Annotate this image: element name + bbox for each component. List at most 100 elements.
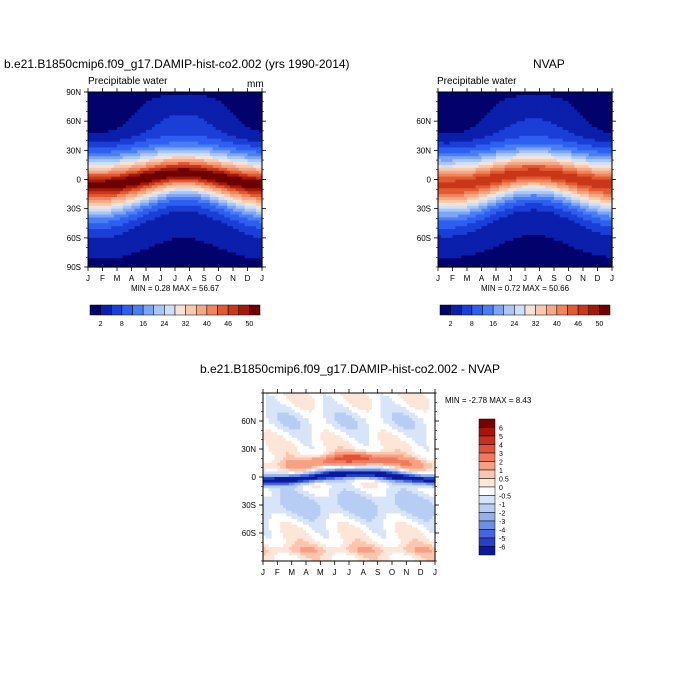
heatmap-cell	[108, 246, 112, 251]
heatmap-cell	[183, 220, 188, 224]
heatmap-cell	[111, 211, 115, 216]
heatmap-cell	[169, 170, 173, 175]
heatmap-cell	[117, 109, 121, 114]
heatmap-cell	[93, 135, 98, 140]
heatmap-cell	[440, 237, 445, 242]
heatmap-cell	[201, 176, 205, 181]
heatmap-cell	[111, 179, 115, 184]
heatmap-cell	[195, 252, 199, 256]
heatmap-cell	[467, 115, 471, 119]
heatmap-cell	[105, 191, 109, 195]
heatmap-cell	[247, 194, 251, 198]
heatmap-cell	[227, 185, 231, 189]
heatmap-cell	[180, 202, 185, 207]
heatmap-cell	[195, 127, 199, 131]
heatmap-cell	[143, 246, 147, 251]
heatmap-cell	[183, 202, 188, 207]
heatmap-cell	[195, 214, 199, 219]
heatmap-cell	[111, 127, 115, 131]
heatmap-cell	[96, 147, 101, 151]
heatmap-cell	[186, 167, 191, 172]
heatmap-cell	[131, 229, 135, 233]
heatmap-cell	[122, 109, 127, 114]
heatmap-cell	[244, 220, 249, 224]
heatmap-cell	[230, 141, 234, 146]
heatmap-cell	[140, 129, 144, 134]
heatmap-cell	[458, 112, 462, 116]
heatmap-cell	[102, 132, 106, 137]
heatmap-cell	[90, 188, 95, 192]
heatmap-cell	[438, 153, 442, 157]
heatmap-cell	[119, 202, 124, 207]
heatmap-cell	[131, 223, 135, 227]
heatmap-cell	[469, 150, 474, 154]
heatmap-cell	[467, 234, 471, 239]
heatmap-cell	[215, 202, 220, 207]
heatmap-cell	[221, 97, 225, 102]
heatmap-cell	[235, 162, 240, 166]
heatmap-cell	[206, 208, 211, 213]
heatmap-cell	[247, 144, 251, 149]
heatmap-cell	[221, 246, 225, 251]
heatmap-cell	[90, 197, 95, 201]
heatmap-cell	[244, 188, 249, 192]
heatmap-cell	[96, 211, 101, 216]
heatmap-cell	[472, 121, 477, 125]
heatmap-cell	[458, 100, 462, 105]
heatmap-cell	[212, 197, 217, 201]
heatmap-cell	[233, 115, 237, 119]
heatmap-cell	[93, 191, 98, 195]
heatmap-cell	[233, 237, 237, 242]
heatmap-cell	[218, 194, 222, 198]
heatmap-cell	[172, 249, 176, 254]
heatmap-cell	[114, 141, 118, 146]
heatmap-cell	[241, 185, 246, 189]
heatmap-cell	[230, 100, 234, 105]
heatmap-cell	[475, 205, 480, 210]
heatmap-cell	[137, 100, 141, 105]
heatmap-cell	[440, 255, 445, 259]
heatmap-cell	[493, 106, 497, 111]
heatmap-cell	[195, 232, 199, 236]
heatmap-cell	[250, 185, 254, 189]
heatmap-cell	[128, 208, 133, 213]
heatmap-cell	[119, 103, 124, 108]
heatmap-cell	[122, 115, 127, 119]
heatmap-cell	[131, 208, 135, 213]
heatmap-cell	[443, 129, 448, 134]
heatmap-cell	[493, 124, 497, 128]
heatmap-cell	[478, 182, 483, 186]
heatmap-cell	[163, 211, 167, 216]
heatmap-cell	[467, 208, 471, 213]
heatmap-cell	[478, 191, 483, 195]
heatmap-cell	[215, 223, 220, 227]
heatmap-cell	[472, 182, 477, 186]
heatmap-cell	[487, 173, 491, 178]
heatmap-cell	[227, 179, 231, 184]
heatmap-cell	[481, 150, 485, 154]
heatmap-cell	[478, 115, 483, 119]
heatmap-cell	[212, 103, 217, 108]
heatmap-cell	[230, 237, 234, 242]
heatmap-cell	[143, 214, 147, 219]
heatmap-cell	[192, 94, 196, 99]
heatmap-cell	[157, 92, 162, 96]
heatmap-cell	[105, 208, 109, 213]
heatmap-cell	[241, 211, 246, 216]
heatmap-cell	[160, 252, 164, 256]
heatmap-cell	[440, 138, 445, 143]
heatmap-cell	[102, 255, 106, 259]
heatmap-cell	[201, 167, 205, 172]
heatmap-cell	[119, 232, 124, 236]
heatmap-cell	[186, 94, 191, 99]
heatmap-cell	[440, 109, 445, 114]
heatmap-cell	[99, 249, 104, 254]
heatmap-cell	[140, 150, 144, 154]
heatmap-cell	[227, 243, 231, 248]
heatmap-cell	[148, 220, 153, 224]
heatmap-cell	[250, 135, 254, 140]
heatmap-cell	[131, 112, 135, 116]
heatmap-cell	[177, 191, 182, 195]
heatmap-cell	[244, 129, 249, 134]
heatmap-cell	[478, 249, 483, 254]
